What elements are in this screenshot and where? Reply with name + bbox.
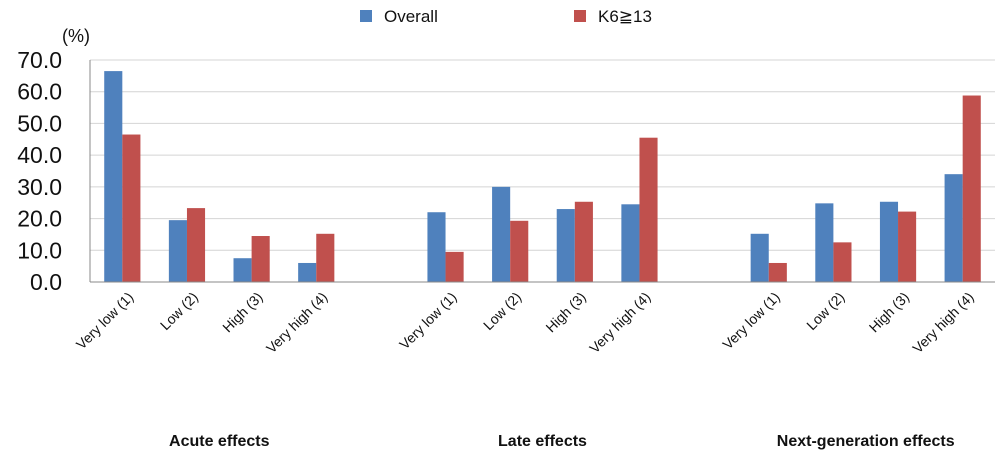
- bar-k6-6: [574, 201, 593, 282]
- y-tick-label: 30.0: [17, 174, 62, 200]
- category-label: Very high (4): [909, 289, 976, 356]
- group-labels: Acute effects Late effects Next-generation…: [169, 433, 955, 450]
- category-label: Very low (1): [396, 289, 460, 353]
- bar-overall-10: [879, 201, 899, 282]
- bar-k6-8: [768, 262, 787, 282]
- category-label: High (3): [219, 289, 266, 336]
- bar-k6-10: [898, 211, 917, 282]
- bar-overall-8: [750, 233, 769, 282]
- bar-overall-6: [556, 209, 575, 282]
- category-label: Very high (4): [263, 289, 330, 356]
- y-tick-label: 20.0: [17, 206, 62, 232]
- bar-overall-7: [621, 204, 640, 282]
- y-tick-label: 60.0: [17, 79, 62, 105]
- category-label: High (3): [866, 289, 913, 336]
- bar-overall-0: [104, 71, 123, 282]
- category-label: High (3): [542, 289, 589, 336]
- category-labels: Very low (1) Low (2) High (3)Very high (4)…: [73, 289, 977, 356]
- bar-k6-5: [510, 220, 529, 282]
- bar-k6-1: [186, 208, 206, 282]
- bar-overall-5: [492, 186, 511, 282]
- category-label: Very low (1): [719, 289, 783, 353]
- y-tick-label: 50.0: [17, 110, 62, 136]
- category-label: Very low (1): [73, 289, 137, 353]
- legend-swatch-overall: [360, 10, 372, 22]
- legend-label-k6: K6≧13: [598, 7, 652, 26]
- y-tick-label: 40.0: [17, 142, 62, 168]
- bar-k6-9: [833, 242, 852, 282]
- bar-overall-9: [815, 203, 834, 282]
- y-tick-labels: 0.0 10.0 20.0 30.0 40.0 50.0 60.0 70.0: [17, 47, 62, 295]
- category-label: Very high (4): [586, 289, 653, 356]
- y-tick-label: 0.0: [30, 269, 62, 295]
- category-label: Low (2): [157, 289, 201, 333]
- group-label: Acute effects: [169, 433, 270, 450]
- bar-overall-3: [298, 262, 317, 282]
- bar-k6-4: [445, 251, 464, 282]
- bar-k6-7: [639, 137, 658, 282]
- legend-swatch-k6: [574, 10, 586, 22]
- bars: [104, 71, 981, 283]
- y-tick-label: 70.0: [17, 47, 62, 73]
- bar-k6-2: [251, 236, 270, 282]
- gridlines: [90, 59, 995, 251]
- y-unit-label: (%): [62, 26, 90, 46]
- group-label: Late effects: [498, 433, 587, 450]
- category-label: Low (2): [480, 289, 524, 333]
- group-label: Next-generation effects: [777, 433, 955, 450]
- bar-k6-0: [122, 134, 141, 282]
- bar-overall-11: [944, 174, 963, 282]
- legend-label-overall: Overall: [384, 7, 438, 26]
- category-label: Low (2): [803, 289, 847, 333]
- bar-overall-4: [427, 212, 446, 282]
- bar-overall-2: [233, 258, 252, 282]
- bar-overall-1: [168, 220, 187, 282]
- bar-k6-11: [962, 95, 981, 283]
- y-tick-label: 10.0: [17, 237, 62, 263]
- legend: Overall K6≧13: [360, 7, 652, 26]
- bar-k6-3: [316, 233, 335, 282]
